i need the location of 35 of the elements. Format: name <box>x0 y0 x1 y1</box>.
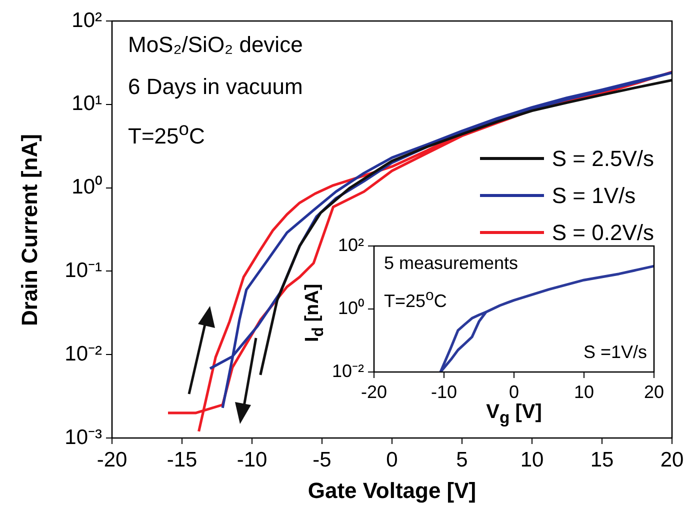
annotation: T=25$^{o}$C <box>384 286 447 313</box>
y-tick-label: 10⁻³ <box>64 426 102 449</box>
legend-label: S = 0.2V/s <box>552 220 654 246</box>
y-tick-label: 10¹ <box>72 92 102 116</box>
x-tick-label: 10 <box>574 382 594 402</box>
y-tick-label: 10⁰ <box>72 176 102 199</box>
x-tick-label: -5 <box>312 448 332 472</box>
y-tick-label: 10⁻² <box>64 342 102 366</box>
x-tick-label: 20 <box>660 448 684 472</box>
x-tick-label: -10 <box>236 448 268 472</box>
annotation: 6 Days in vacuum <box>128 74 303 100</box>
annotation: 5 measurements <box>384 252 518 275</box>
x-axis-title: Gate Voltage [V] <box>306 478 478 504</box>
x-tick-label: -20 <box>96 448 128 472</box>
x-tick-label: 20 <box>644 382 664 402</box>
annotation: T=25$^{o}$C <box>128 117 205 150</box>
annotation: S =1V/s <box>583 341 647 364</box>
y-tick-label: 10² <box>72 8 102 32</box>
x-tick-label: -15 <box>166 448 198 472</box>
legend-label: S = 2.5V/s <box>552 146 654 172</box>
x-tick-label: 0 <box>386 448 398 472</box>
x-tick-label: 5 <box>456 448 468 472</box>
y-tick-label: 10⁻¹ <box>64 258 102 282</box>
x-tick-label: 15 <box>590 448 614 472</box>
y-axis-title: Drain Current [nA] <box>16 133 43 328</box>
y-tick-label: 10² <box>338 234 364 255</box>
x-tick-label: 10 <box>520 448 544 472</box>
x-tick-label: -10 <box>430 382 458 402</box>
x-tick-label: 0 <box>508 382 520 402</box>
x-tick-label: -20 <box>360 382 388 402</box>
legend-label: S = 1V/s <box>552 182 636 208</box>
y-tick-label: 10⁰ <box>338 298 364 318</box>
x-axis-title: V$_{g}$ [V] <box>485 401 543 428</box>
y-tick-label: 10⁻² <box>332 360 364 381</box>
annotation: MoS₂/SiO₂ device <box>128 32 303 58</box>
